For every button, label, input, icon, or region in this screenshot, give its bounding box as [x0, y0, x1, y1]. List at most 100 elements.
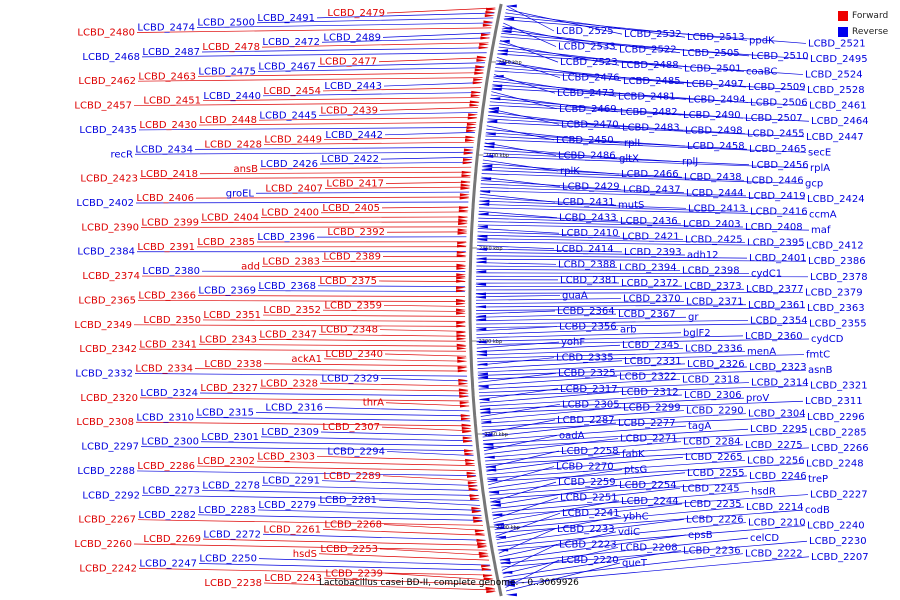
- gene-label: LCBD_2239: [325, 568, 383, 579]
- gene-label: LCBD_2253: [320, 544, 378, 555]
- connector-line: [488, 469, 623, 489]
- reverse-gene-arrow: [492, 74, 504, 78]
- gene-label: LCBD_2270: [556, 462, 614, 473]
- gene-label: LCBD_2246: [749, 471, 807, 482]
- connector-line: [491, 487, 681, 510]
- connector-line: [489, 475, 748, 496]
- gene-label: hsdS: [293, 549, 317, 560]
- gene-label: LCBD_2267: [78, 515, 136, 526]
- connector-line: [492, 497, 559, 520]
- reverse-gene-arrow: [491, 84, 503, 88]
- gene-label: LCBD_2314: [751, 378, 809, 389]
- connector-line: [318, 334, 466, 337]
- gene-label: LCBD_2431: [557, 197, 615, 208]
- gene-label: LCBD_2486: [558, 150, 616, 161]
- gene-label: LCBD_2402: [76, 198, 134, 209]
- connector-line: [261, 42, 489, 48]
- gene-label: LCBD_2340: [325, 349, 383, 360]
- gene-label: LCBD_2370: [623, 294, 681, 305]
- forward-gene-arrow: [480, 36, 491, 40]
- gene-label: oadA: [559, 430, 585, 441]
- reverse-gene-arrow: [503, 17, 515, 21]
- tick-label: 2400 kbp: [485, 153, 509, 159]
- connector-line: [317, 62, 485, 67]
- connector-line: [483, 431, 808, 448]
- gene-label: LCBD_2241: [562, 508, 620, 519]
- connector-line: [322, 87, 481, 92]
- gene-label: LCBD_2388: [558, 259, 616, 270]
- gene-label: LCBD_2401: [749, 253, 807, 264]
- forward-gene-arrow: [456, 276, 467, 280]
- legend-label-forward: Forward: [852, 11, 889, 21]
- connector-line: [489, 101, 744, 119]
- reverse-gene-arrow: [499, 561, 511, 565]
- forward-gene-arrow: [465, 458, 476, 462]
- connector-line: [256, 460, 475, 466]
- connector-line: [475, 295, 561, 298]
- connector-line: [480, 186, 747, 197]
- left-label-column: LCBD_2479LCBD_2491LCBD_2500LCBD_2474LCBD…: [74, 8, 385, 589]
- forward-gene-arrow: [456, 263, 467, 267]
- connector-line: [195, 196, 469, 199]
- gene-label: celCD: [750, 533, 779, 544]
- gene-label: LCBD_2482: [620, 107, 678, 118]
- gene-label: LCBD_2368: [258, 281, 316, 292]
- connector-line: [493, 74, 556, 94]
- connector-line: [501, 544, 558, 571]
- gene-label: LCBD_2479: [327, 8, 385, 19]
- forward-gene-arrow: [458, 222, 469, 226]
- gene-label: LCBD_2416: [750, 206, 808, 217]
- gene-label: LCBD_2235: [684, 499, 742, 510]
- gene-label: LCBD_2456: [751, 160, 809, 171]
- gene-label: LCBD_2283: [198, 505, 256, 516]
- reverse-gene-arrow: [483, 142, 495, 146]
- forward-gene-arrow: [456, 330, 467, 334]
- connector-line: [317, 285, 466, 287]
- forward-gene-arrow: [476, 538, 487, 542]
- gene-label: LCBD_2391: [137, 242, 195, 253]
- gene-label: LCBD_2422: [321, 154, 379, 165]
- connector-line: [479, 391, 620, 404]
- connector-line: [383, 82, 482, 87]
- forward-gene-arrow: [471, 90, 482, 94]
- connector-line: [477, 238, 746, 243]
- gene-label: LCBD_2477: [319, 57, 377, 68]
- gene-label: LCBD_2309: [261, 427, 319, 438]
- gene-label: ptsG: [624, 465, 647, 476]
- gene-label: LCBD_2447: [806, 132, 864, 143]
- gene-label: LCBD_2238: [204, 578, 262, 589]
- connector-line: [477, 360, 623, 369]
- forward-gene-arrow: [470, 94, 481, 98]
- connector-line: [322, 529, 485, 536]
- gene-label: LCBD_2260: [74, 539, 132, 550]
- connector-line: [384, 353, 467, 357]
- connector-line: [486, 456, 684, 476]
- connector-line: [137, 300, 466, 302]
- forward-gene-arrow: [458, 388, 469, 392]
- gene-label: LCBD_2505: [682, 48, 740, 59]
- gene-label: LCBD_2351: [203, 310, 261, 321]
- gene-label: LCBD_2285: [809, 427, 867, 438]
- connector-line: [476, 262, 557, 265]
- connector-line: [141, 494, 480, 501]
- gene-label: LCBD_2475: [198, 66, 256, 77]
- reverse-gene-arrow: [493, 526, 505, 530]
- connector-line: [481, 169, 745, 181]
- forward-gene-arrow: [459, 401, 470, 405]
- connector-line: [263, 363, 467, 367]
- connector-line: [197, 72, 484, 77]
- reverse-gene-arrow: [479, 190, 491, 194]
- forward-gene-arrow: [465, 135, 476, 139]
- connector-line: [195, 417, 471, 422]
- connector-line: [194, 146, 474, 150]
- connector-line: [491, 91, 558, 110]
- connector-line: [320, 431, 472, 437]
- gene-label: cydCD: [811, 334, 844, 345]
- connector-line: [197, 295, 466, 297]
- gene-label: LCBD_2230: [809, 536, 867, 547]
- gene-label: yohF: [561, 337, 585, 348]
- connector-line: [378, 280, 466, 282]
- forward-gene-arrow: [460, 417, 471, 421]
- reverse-gene-arrow: [500, 30, 512, 34]
- forward-gene-arrow: [458, 382, 469, 386]
